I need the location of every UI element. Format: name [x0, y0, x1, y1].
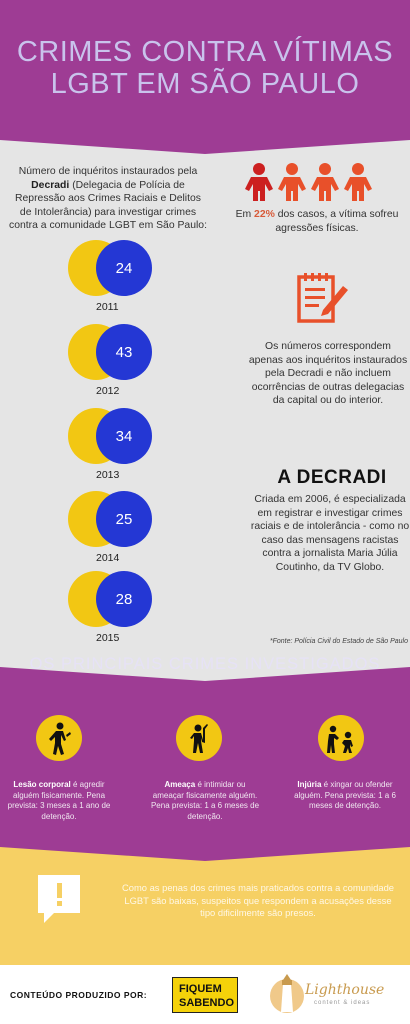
- year-label: 2014: [96, 552, 120, 564]
- count-circle: 25: [96, 491, 152, 547]
- year-label: 2015: [96, 632, 120, 644]
- page-title: CRIMES CONTRA VÍTIMAS LGBT EM SÃO PAULO: [0, 36, 410, 100]
- lighthouse-tagline: content & ideas: [314, 1000, 371, 1006]
- decradi-heading: A DECRADI: [277, 467, 387, 488]
- intro-part-1: Número de inquéritos instaurados pela: [18, 166, 198, 177]
- assault-icon: [36, 715, 82, 761]
- crime-desc: é xingar ou ofender alguém. Pena previst…: [294, 780, 396, 811]
- count-circle: 28: [96, 571, 152, 627]
- header-notch: [0, 140, 410, 154]
- crime-name: Ameaça: [164, 780, 196, 789]
- crime-desc: é agredir alguém fisicamente. Pena previ…: [7, 780, 111, 821]
- year-label: 2012: [96, 385, 120, 397]
- alert-speech-bubble-icon: [38, 875, 80, 930]
- crime-item-injuria: Injúria é xingar ou ofender alguém. Pena…: [290, 780, 400, 812]
- crime-name: Lesão corporal: [13, 780, 71, 789]
- stat-prefix: Em: [235, 209, 252, 220]
- crimes-heading: OS PRINCIPAIS CRIMES INVESTIGADOS: [29, 655, 381, 673]
- lighthouse-icon[interactable]: [268, 970, 306, 1023]
- people-icon: [245, 162, 385, 207]
- title-line-1: CRIMES CONTRA VÍTIMAS: [16, 36, 394, 68]
- count-circle: 24: [96, 240, 152, 296]
- year-label: 2011: [96, 301, 119, 313]
- lighthouse-name: Lighthouse: [305, 982, 385, 998]
- data-note: Os números correspondem apenas aos inqué…: [248, 341, 408, 407]
- gray-notch: [0, 667, 410, 681]
- count-circle: 34: [96, 408, 152, 464]
- insult-icon: [318, 715, 364, 761]
- count-circle: 43: [96, 324, 152, 380]
- header-band: [0, 0, 410, 140]
- crime-item-lesao: Lesão corporal é agredir alguém fisicame…: [4, 780, 114, 822]
- crime-name: Injúria: [297, 780, 322, 789]
- fs-line-1: FIQUEM: [179, 983, 222, 995]
- decradi-description: Criada em 2006, é especializada em regis…: [250, 494, 410, 573]
- main-section: [0, 140, 410, 667]
- source-note: *Fonte: Polícia Civil do Estado de São P…: [269, 638, 408, 645]
- purple-notch: [0, 847, 410, 861]
- stat-suffix: dos casos, a vítima sofreu agressões fís…: [275, 209, 399, 234]
- stat-pct: 22%: [254, 209, 275, 220]
- intro-part-2: (Delegacia de Polícia de Repressão aos C…: [9, 179, 207, 232]
- alert-text: Como as penas dos crimes mais praticados…: [121, 882, 394, 918]
- intro-bold: Decradi: [31, 179, 70, 191]
- year-label: 2013: [96, 469, 120, 481]
- title-line-2: LGBT EM SÃO PAULO: [50, 68, 360, 100]
- intro-text: Número de inquéritos instaurados pela De…: [8, 165, 208, 233]
- fs-line-2: SABENDO: [179, 997, 235, 1009]
- crime-desc: é intimidar ou ameaçar fisicamente algué…: [150, 780, 260, 821]
- footer-label: CONTEÚDO PRODUZIDO POR:: [10, 990, 148, 1000]
- fiquem-sabendo-logo[interactable]: FIQUEM SABENDO: [172, 977, 238, 1013]
- crime-item-ameaca: Ameaça é intimidar ou ameaçar fisicament…: [150, 780, 260, 822]
- physical-aggression-stat: Em 22% dos casos, a vítima sofreu agress…: [232, 208, 402, 235]
- notepad-pencil-icon: [295, 272, 351, 329]
- threat-icon: [176, 715, 222, 761]
